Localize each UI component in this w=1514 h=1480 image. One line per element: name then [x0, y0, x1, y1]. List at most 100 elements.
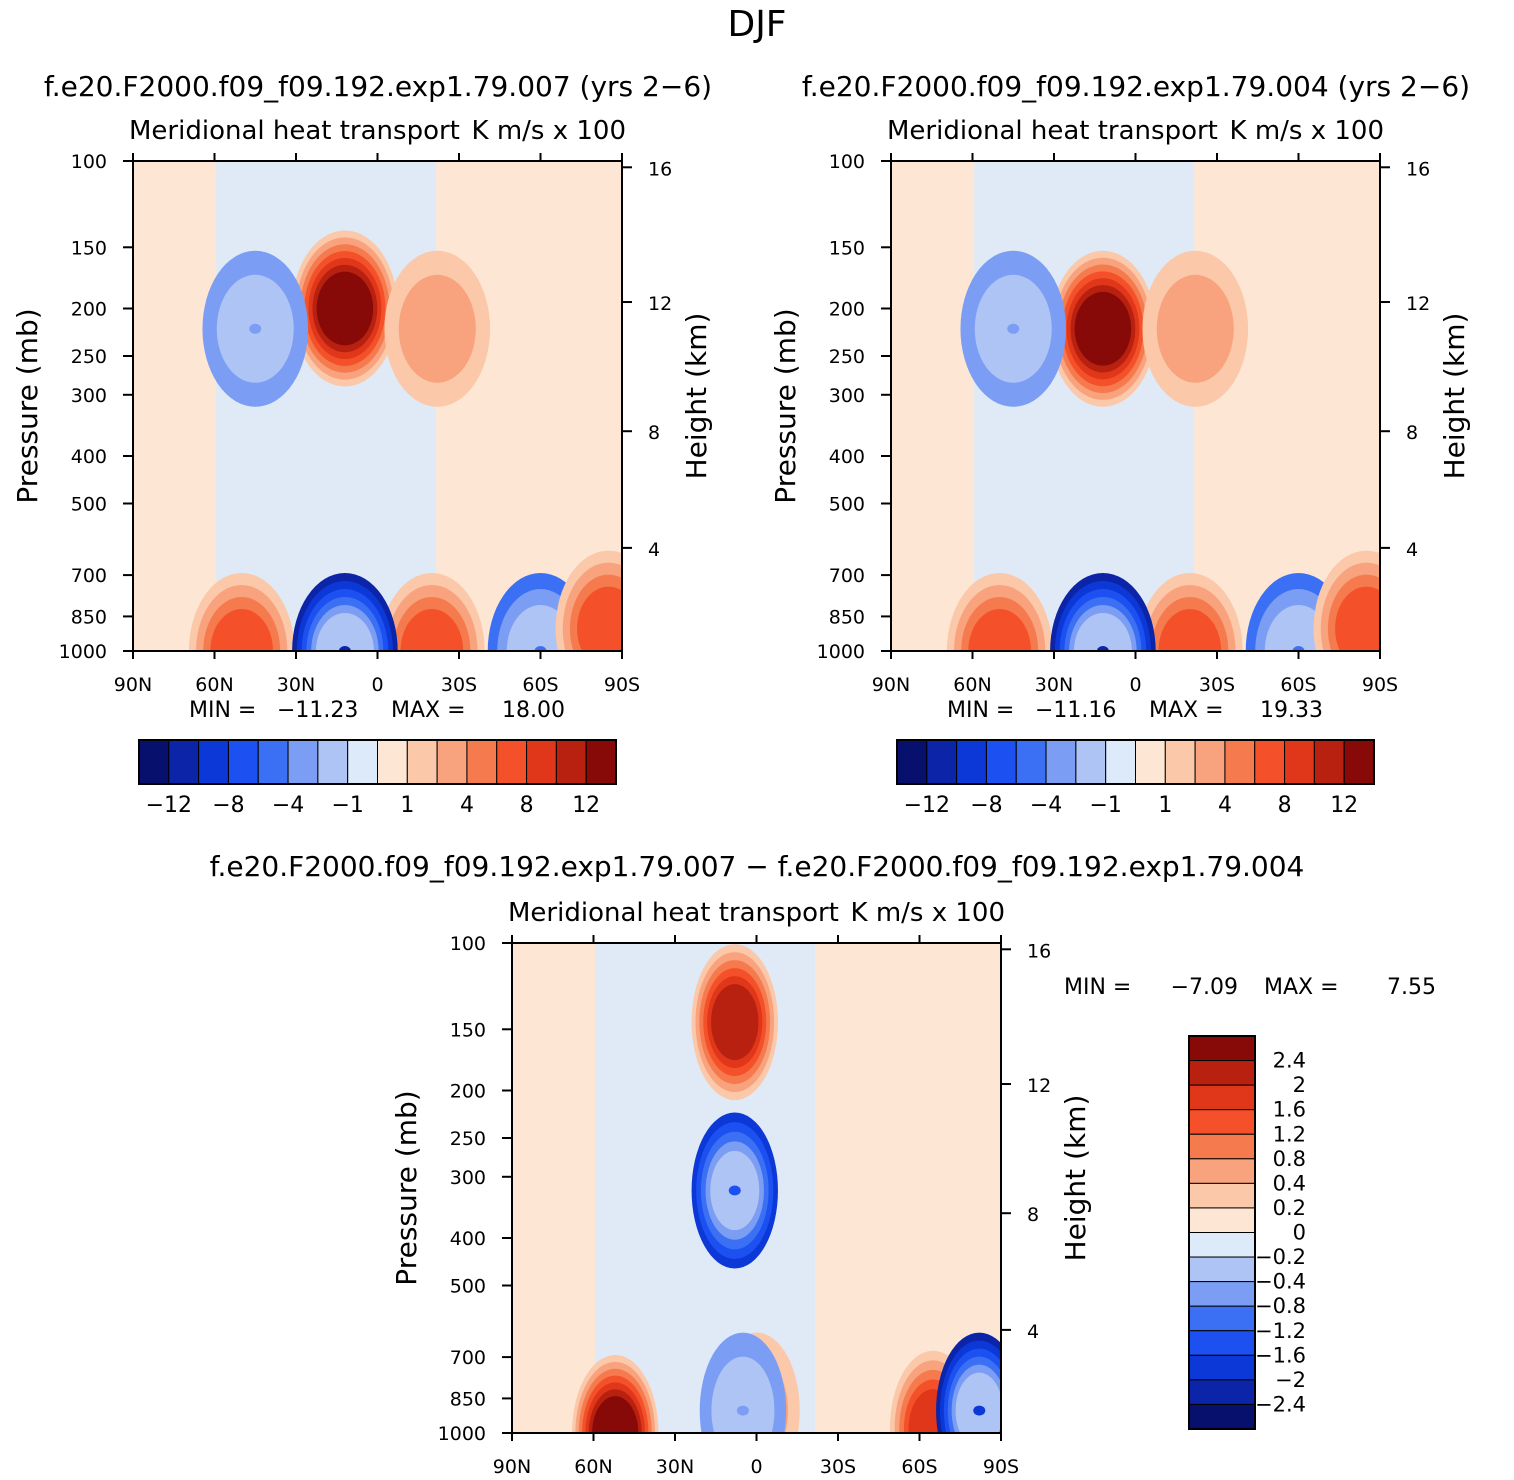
p-tick-label: 700	[829, 565, 865, 587]
colorbar-label: 4	[460, 793, 474, 818]
p-tick-label: 250	[71, 346, 107, 368]
feature-core-2	[249, 323, 262, 334]
colorbar-box	[1188, 1207, 1256, 1233]
y-axis-label-right: Height (km)	[1438, 313, 1471, 480]
z-tick-label: 16	[648, 158, 672, 180]
colorbar-box	[436, 739, 468, 785]
colorbar-box	[1075, 739, 1107, 785]
colorbar-box	[1188, 1133, 1256, 1160]
colorbar-label: −1.6	[1255, 1343, 1306, 1367]
plot-units: K m/s x 100	[851, 898, 1006, 928]
z-tick-label: 16	[1027, 940, 1051, 962]
plot-units: K m/s x 100	[1230, 116, 1385, 146]
colorbar-label: −8	[212, 793, 244, 818]
p-tick-label: 400	[829, 446, 865, 468]
x-tick-label: 30N	[277, 674, 315, 696]
colorbar-box	[496, 739, 528, 785]
colorbar-frame	[138, 739, 617, 785]
colorbar-box	[1188, 1305, 1256, 1332]
contour-3-3	[400, 609, 464, 651]
p-tick-label: 150	[829, 237, 865, 259]
x-tick-label: 90N	[872, 674, 910, 696]
feature-core-1	[1189, 323, 1202, 334]
colorbar-box	[1188, 1232, 1256, 1258]
colorbar-box	[1188, 1109, 1256, 1135]
feature-core-6	[1292, 646, 1305, 651]
feature-core-3	[736, 1405, 749, 1416]
p-tick-label: 500	[450, 1275, 486, 1297]
z-tick-label: 8	[1027, 1204, 1039, 1226]
colorbar-label: −0.8	[1255, 1294, 1306, 1318]
plot-title: Meridional heat transport	[129, 116, 460, 146]
colorbar-box	[227, 739, 259, 785]
colorbar-box	[1105, 739, 1136, 785]
case-title: f.e20.F2000.f09_f09.192.exp1.79.004 (yrs…	[802, 70, 1470, 103]
colorbar-box	[466, 739, 498, 785]
contour-field	[946, 161, 1380, 651]
contour-4-6	[592, 1396, 639, 1433]
x-tick-label: 60S	[1280, 674, 1316, 696]
y-axis-label: Pressure (mb)	[11, 308, 44, 503]
colorbar-box	[1188, 1403, 1256, 1430]
p-tick-label: 200	[450, 1081, 486, 1103]
colorbar-label: −12	[904, 793, 950, 818]
colorbar-box	[1164, 739, 1196, 785]
colorbar-box	[555, 739, 587, 785]
y-axis-label-right: Height (km)	[1059, 1095, 1092, 1262]
x-tick-label: 90S	[604, 674, 640, 696]
plot-title: Meridional heat transport	[887, 116, 1218, 146]
contour-field	[572, 943, 1001, 1433]
panel-3: f.e20.F2000.f09_f09.192.exp1.79.007 − f.…	[210, 850, 1436, 1478]
p-tick-label: 100	[71, 151, 107, 173]
x-tick-label: 90S	[1362, 674, 1398, 696]
colorbar-box	[257, 739, 289, 785]
z-tick-label: 12	[1027, 1075, 1051, 1097]
plot-title: Meridional heat transport	[508, 898, 839, 928]
z-tick-label: 8	[1406, 422, 1418, 444]
colorbar-label: 0.2	[1273, 1196, 1306, 1220]
z-tick-label: 4	[1027, 1321, 1039, 1343]
max-label: MAX =	[391, 698, 466, 723]
colorbar-label: 1	[400, 793, 414, 818]
feature-core-0	[1096, 323, 1109, 334]
colorbar-box	[1188, 1379, 1256, 1405]
feature-core-5	[338, 646, 351, 651]
colorbar-frame	[896, 739, 1375, 785]
min-label: MIN =	[1064, 975, 1131, 1000]
p-tick-label: 150	[71, 237, 107, 259]
colorbar-box	[1188, 1158, 1256, 1184]
colorbar-box	[1343, 739, 1375, 785]
colorbar-box	[1045, 739, 1077, 785]
feature-core-4	[235, 646, 248, 651]
y-axis-label: Pressure (mb)	[390, 1090, 423, 1285]
colorbar-frame	[1188, 1035, 1256, 1430]
z-tick-label: 8	[648, 422, 660, 444]
colorbar-box	[406, 739, 438, 785]
colorbar-box	[585, 739, 617, 785]
p-tick-label: 200	[829, 299, 865, 321]
contour-6-5	[955, 1372, 1001, 1433]
colorbar-label: 2.4	[1273, 1049, 1306, 1073]
colorbar-box	[377, 739, 408, 785]
contour-7-3	[577, 586, 622, 651]
p-tick-label: 100	[829, 151, 865, 173]
p-tick-label: 150	[450, 1019, 486, 1041]
p-tick-label: 300	[829, 385, 865, 407]
p-tick-label: 200	[71, 299, 107, 321]
colorbar-label: 1	[1158, 793, 1172, 818]
p-tick-label: 400	[450, 1228, 486, 1250]
p-tick-label: 850	[450, 1388, 486, 1410]
x-tick-label: 30S	[441, 674, 477, 696]
x-tick-label: 60S	[522, 674, 558, 696]
colorbar-box	[1188, 1354, 1256, 1381]
colorbar-label: 1.6	[1273, 1098, 1306, 1122]
contour-3-3	[1158, 609, 1222, 651]
colorbar-label: 1.2	[1273, 1122, 1306, 1146]
x-tick-label: 30S	[1199, 674, 1235, 696]
plot-units: K m/s x 100	[472, 116, 627, 146]
contour-4-3	[210, 609, 274, 651]
colorbar-label: 2	[1293, 1073, 1306, 1097]
z-tick-label: 12	[1406, 293, 1430, 315]
x-tick-label: 0	[371, 674, 383, 696]
colorbar-label: 0	[1293, 1221, 1306, 1245]
